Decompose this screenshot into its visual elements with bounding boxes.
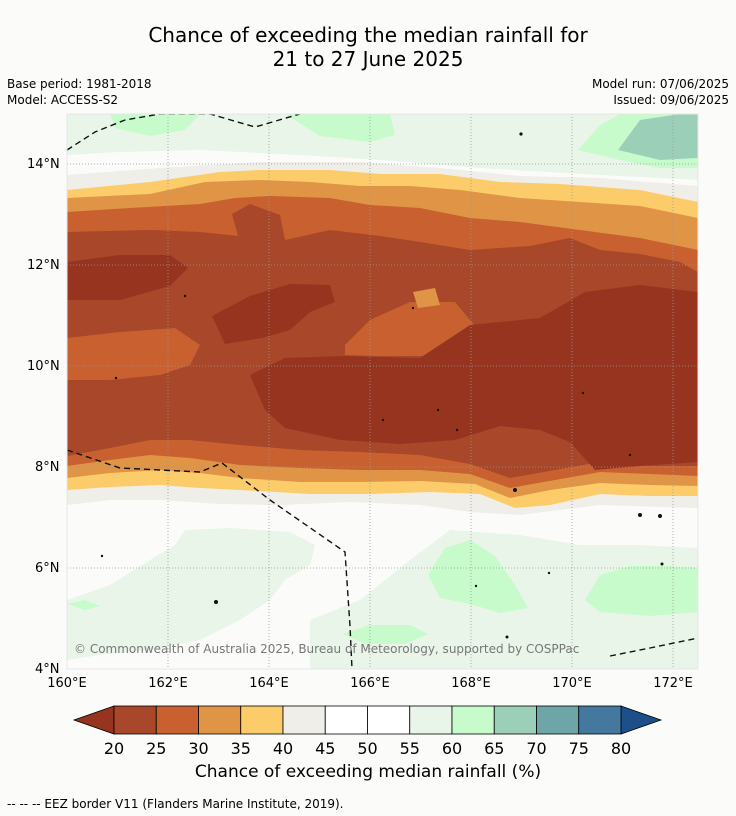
colorbar-tick-label: 30 (188, 739, 208, 758)
band-55-60-south-west (67, 528, 315, 660)
eez-borders (67, 114, 698, 669)
colorbar-swatch (240, 705, 284, 735)
band-25-30-west-lobe (67, 328, 200, 380)
colorbar-swatch (198, 705, 242, 735)
band-60-65-south-2 (585, 566, 698, 616)
colorbar-tick-label: 55 (400, 739, 420, 758)
band-60-65-south-4 (67, 600, 100, 610)
gridlines (67, 114, 698, 669)
eez-legend-note: -- -- -- EEZ border V11 (Flanders Marine… (7, 797, 344, 811)
colorbar-tick-label: 50 (357, 739, 377, 758)
colorbar-swatch (578, 705, 622, 735)
colorbar-low-extension (72, 705, 115, 735)
colorbar-swatch (155, 705, 199, 735)
lon-label-168: 168°E (451, 676, 491, 691)
colorbar-tick-label: 70 (526, 739, 546, 758)
colorbar-swatch (367, 705, 411, 735)
lon-label-164: 164°E (249, 676, 289, 691)
band-60-65-north-2 (285, 114, 395, 142)
colorbar-tick-label: 45 (315, 739, 335, 758)
lat-label-10: 10°N (27, 359, 60, 374)
colorbar-title: Chance of exceeding median rainfall (%) (194, 762, 542, 782)
map-title-line1: Chance of exceeding the median rainfall … (148, 23, 588, 47)
meta-right: Model run: 07/06/2025 Issued: 09/06/2025 (592, 76, 729, 108)
base-period: Base period: 1981-2018 (7, 77, 152, 91)
lat-label-12: 12°N (27, 258, 60, 273)
lat-label-4: 4°N (35, 662, 60, 677)
colorbar-tick-label: 40 (273, 739, 293, 758)
colorbar-tick-label: 60 (442, 739, 462, 758)
band-60-65-south-1 (428, 540, 528, 613)
colorbar-swatch (324, 705, 368, 735)
band-60-65-south-3 (343, 625, 428, 644)
colorbar: 20 25 30 35 40 45 50 55 60 65 70 75 80 (72, 705, 663, 758)
issued-date: Issued: 09/06/2025 (613, 93, 729, 107)
colorbar-tick-label: 75 (569, 739, 589, 758)
colorbar-swatch (113, 705, 157, 735)
colorbar-swatch (493, 705, 537, 735)
band-below-20-north (67, 255, 188, 300)
model-name: Model: ACCESS-S2 (7, 93, 119, 107)
colorbar-swatch (451, 705, 495, 735)
colorbar-tick-label: 25 (146, 739, 166, 758)
lat-label-8: 8°N (35, 460, 60, 475)
band-below-20-main (250, 285, 698, 470)
band-30-35-central-spot (413, 288, 440, 308)
lat-label-6: 6°N (35, 561, 60, 576)
colorbar-tick-label: 80 (611, 739, 631, 758)
colorbar-high-extension (620, 705, 663, 735)
meta-left: Base period: 1981-2018 Model: ACCESS-S2 (7, 76, 152, 108)
colorbar-swatch (409, 705, 453, 735)
model-run: Model run: 07/06/2025 (591, 77, 729, 91)
lon-label-166: 166°E (350, 676, 390, 691)
colorbar-swatch (536, 705, 580, 735)
lon-label-172: 172°E (653, 676, 693, 691)
map-title-line2: 21 to 27 June 2025 (272, 47, 464, 71)
band-60-65-north-1 (110, 114, 200, 136)
lon-label-170: 170°E (552, 676, 592, 691)
lat-label-14: 14°N (27, 157, 60, 172)
map-frame (66, 113, 699, 670)
islands (100, 132, 664, 639)
copyright-notice: © Commonwealth of Australia 2025, Bureau… (74, 642, 579, 656)
lon-label-162: 162°E (148, 676, 188, 691)
contour-layer (67, 114, 698, 669)
colorbar-tick-label: 65 (484, 739, 504, 758)
colorbar-tick-label: 20 (104, 739, 124, 758)
colorbar-tick-label: 35 (231, 739, 251, 758)
band-65-70-north (618, 114, 698, 160)
lon-label-160: 160°E (47, 676, 87, 691)
band-55-60-north (67, 114, 698, 180)
band-below-20-central (212, 284, 335, 344)
colorbar-swatch (282, 705, 326, 735)
